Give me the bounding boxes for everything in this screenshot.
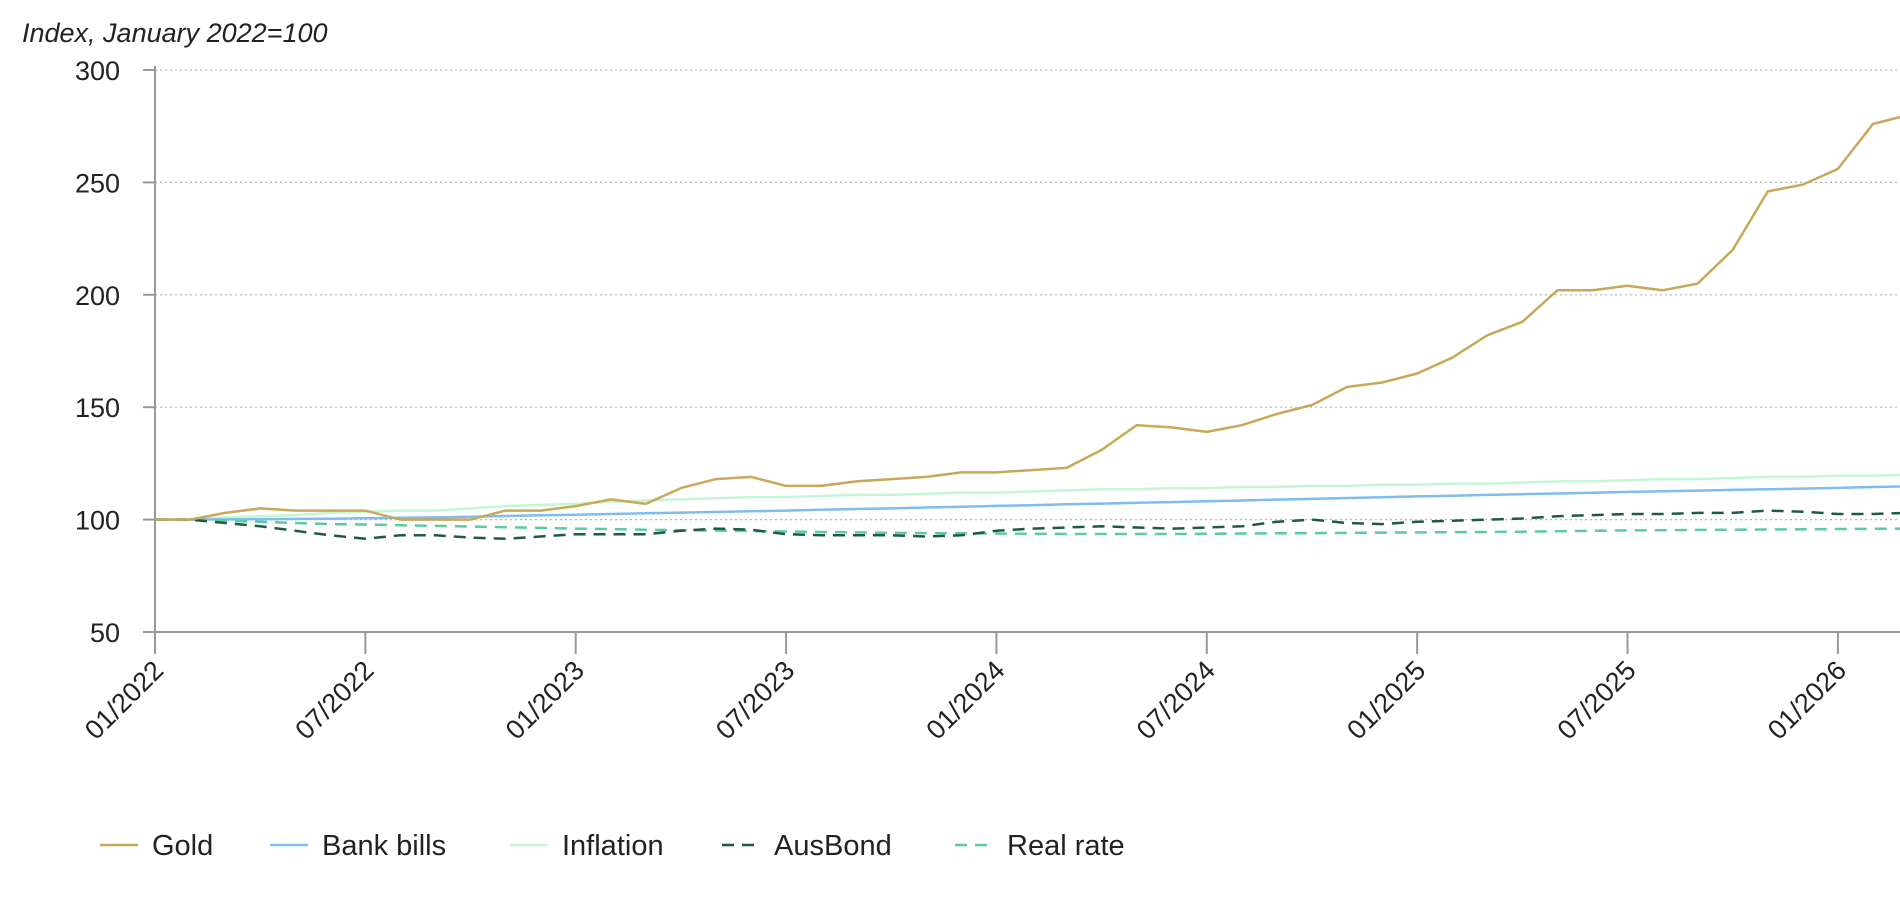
legend-item-ausbond: AusBond xyxy=(722,830,892,862)
x-tick-label-2024-07: 07/2024 xyxy=(1131,655,1221,745)
x-tick-label-2022-07: 07/2022 xyxy=(289,655,379,745)
x-tick-label-2023-01: 01/2023 xyxy=(500,655,590,745)
legend: Gold Bank bills Inflation AusBond Real rate xyxy=(100,830,1125,862)
y-tick-label-100: 100 xyxy=(75,506,120,536)
y-tick-label-150: 150 xyxy=(75,393,120,423)
legend-item-bank-bills: Bank bills xyxy=(270,830,446,862)
x-tick-label-2025-01: 01/2025 xyxy=(1341,655,1431,745)
legend-item-inflation: Inflation xyxy=(510,830,664,862)
y-tick-label-50: 50 xyxy=(90,618,120,648)
legend-label: AusBond xyxy=(774,830,892,862)
gridlines xyxy=(155,69,1900,521)
series-line-inflation xyxy=(155,473,1900,521)
legend-label: Gold xyxy=(152,830,213,862)
plot-area xyxy=(155,115,1900,540)
x-tick-label-2024-01: 01/2024 xyxy=(920,655,1010,745)
series-line-real-rate xyxy=(155,518,1900,536)
y-tick-label-300: 300 xyxy=(75,56,120,86)
series-line-ausbond xyxy=(155,509,1900,540)
legend-label: Inflation xyxy=(562,830,664,862)
y-tick-label-200: 200 xyxy=(75,281,120,311)
x-tick-label-2022-01: 01/2022 xyxy=(79,655,169,745)
y-tick-label-250: 250 xyxy=(75,168,120,198)
x-tick-label-2023-07: 07/2023 xyxy=(710,655,800,745)
x-tick-label-2025-07: 07/2025 xyxy=(1552,655,1642,745)
legend-item-gold: Gold xyxy=(100,830,213,862)
y-axis-title: Index, January 2022=100 xyxy=(22,18,328,48)
legend-label: Real rate xyxy=(1007,830,1125,862)
y-axis-ticks: 300 250 200 150 100 50 xyxy=(75,56,155,648)
legend-label: Bank bills xyxy=(322,830,446,862)
series-line-bank-bills xyxy=(155,485,1900,521)
x-tick-label-2026-01: 01/2026 xyxy=(1762,655,1852,745)
legend-item-real-rate: Real rate xyxy=(955,830,1125,862)
x-axis-ticks: 01/2022 07/2022 01/2023 07/2023 01/2024 07/20… xyxy=(79,632,1852,745)
series-line-gold xyxy=(155,115,1900,521)
axes xyxy=(154,66,1900,633)
